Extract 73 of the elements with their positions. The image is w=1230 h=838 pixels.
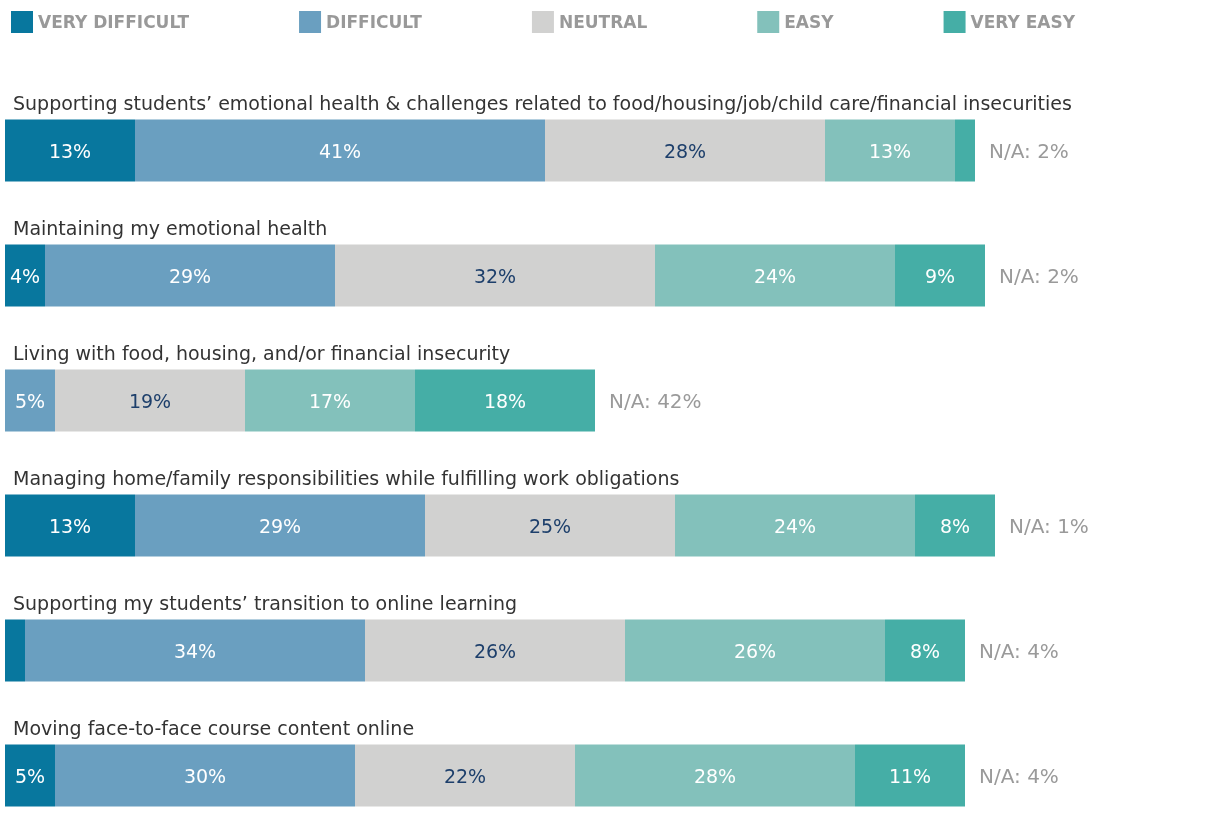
bar (5, 244, 45, 307)
bar (825, 119, 955, 182)
data-label: 8% (909, 639, 941, 662)
data-label: 18% (483, 389, 527, 412)
bar (415, 369, 595, 432)
data-label: 8% (939, 514, 971, 537)
bar (885, 619, 965, 682)
bar (55, 369, 245, 432)
bar (5, 744, 55, 807)
bar (135, 494, 425, 557)
y-tick-label: Moving face-to-face course content online (13, 717, 415, 739)
y-tick-label: Living with food, housing, and/or financial insecurity (13, 342, 511, 364)
data-label: 17% (308, 389, 352, 412)
data-label: 25% (528, 514, 572, 537)
data-label: 24% (773, 514, 817, 537)
bar (335, 244, 655, 307)
data-label: 13% (868, 139, 912, 162)
data-label: 30% (183, 764, 227, 787)
annotation: N/A: 2% (999, 263, 1079, 288)
bar (55, 744, 355, 807)
annotation: N/A: 2% (989, 138, 1069, 163)
annotation: N/A: 42% (609, 388, 702, 413)
bar (895, 244, 985, 307)
y-tick-label: Supporting students’ emotional health & challenges related to food/housing/job/child care/financial insecurities (13, 92, 1072, 114)
y-tick-label: Maintaining my emotional health (13, 217, 328, 239)
data-label: 13% (48, 514, 92, 537)
bar (5, 494, 135, 557)
legend-label: VERY DIFFICULT (38, 12, 190, 32)
data-label: 41% (318, 139, 362, 162)
data-label: 26% (473, 639, 517, 662)
annotation: N/A: 1% (1009, 513, 1089, 538)
data-label: 26% (733, 639, 777, 662)
bar (5, 369, 55, 432)
bar (135, 119, 545, 182)
annotation: N/A: 4% (979, 763, 1059, 788)
bar (625, 619, 885, 682)
bar (355, 744, 575, 807)
bar (545, 119, 825, 182)
data-label: 28% (693, 764, 737, 787)
bar (5, 619, 25, 682)
data-label: 4% (9, 264, 41, 287)
data-label: 29% (258, 514, 302, 537)
data-label: 29% (168, 264, 212, 287)
y-tick-label: Managing home/family responsibilities while fulfilling work obligations (13, 467, 680, 489)
legend-label: DIFFICULT (326, 12, 423, 32)
data-label: 11% (888, 764, 932, 787)
legend-label: NEUTRAL (558, 12, 648, 32)
bar (575, 744, 855, 807)
data-label: 28% (663, 139, 707, 162)
data-label: 22% (443, 764, 487, 787)
annotation: N/A: 4% (979, 638, 1059, 663)
bar (25, 619, 365, 682)
data-label: 34% (173, 639, 217, 662)
data-label: 13% (48, 139, 92, 162)
bar (425, 494, 675, 557)
bar (675, 494, 915, 557)
legend-label: VERY EASY (970, 12, 1076, 32)
bar (915, 494, 995, 557)
data-label: 5% (14, 389, 46, 412)
legend-label: EASY (784, 12, 835, 32)
bar (365, 619, 625, 682)
data-label: 5% (14, 764, 46, 787)
bar (5, 119, 135, 182)
data-label: 24% (753, 264, 797, 287)
data-label: 19% (128, 389, 172, 412)
bar (45, 244, 335, 307)
bar (245, 369, 415, 432)
bar (955, 119, 975, 182)
bar (655, 244, 895, 307)
data-label: 32% (473, 264, 517, 287)
y-tick-label: Supporting my students’ transition to online learning (13, 592, 518, 614)
data-label: 9% (924, 264, 956, 287)
bar (855, 744, 965, 807)
